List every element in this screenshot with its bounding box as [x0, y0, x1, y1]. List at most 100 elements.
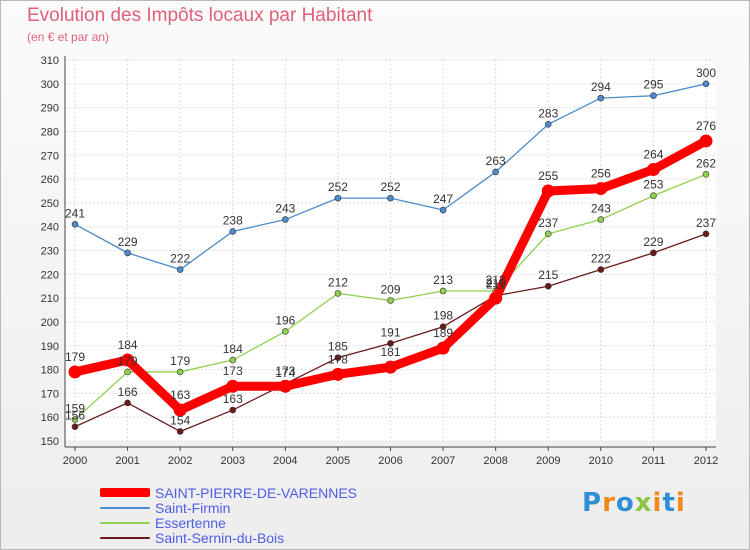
axis-layer: 150 160 170 180 190 200 210 220 230 240 250 260 270 2… [41, 55, 719, 467]
data-point [544, 282, 552, 290]
data-point [439, 323, 447, 331]
data-label: 178 [328, 352, 348, 366]
data-label: 255 [538, 169, 558, 183]
data-label: 209 [380, 283, 400, 297]
logo-letter: o [615, 488, 635, 518]
data-label: 253 [643, 178, 663, 192]
logo-letter: t [662, 488, 676, 518]
data-label: 174 [275, 366, 295, 380]
chart-subtitle: (en € et par an) [27, 30, 110, 44]
y-tick-label: 190 [41, 341, 59, 353]
legend-swatch-red [100, 488, 150, 497]
data-label: 243 [591, 202, 611, 216]
data-point [282, 216, 289, 223]
y-tick-label: 240 [41, 222, 59, 234]
data-point [226, 379, 240, 393]
data-point [702, 171, 710, 178]
data-label: 252 [328, 180, 348, 194]
data-point [387, 194, 394, 202]
x-tick-label: 2007 [431, 455, 455, 467]
data-label: 263 [486, 154, 506, 168]
data-label: 211 [486, 278, 505, 292]
logo-letter: i [675, 488, 686, 518]
data-label: 237 [538, 216, 558, 230]
data-label: 276 [696, 119, 716, 133]
data-point [702, 80, 710, 88]
series-layer [68, 80, 713, 435]
x-tick-label: 2005 [326, 455, 350, 467]
data-point [334, 290, 342, 297]
x-tick-label: 2000 [63, 455, 87, 467]
data-label-layer: 241 229 222 238 243 252 252 247 263 283 294 295 300 1… [65, 66, 716, 428]
data-label: 213 [486, 273, 506, 287]
data-label: 191 [380, 325, 400, 339]
data-point [384, 360, 397, 374]
data-point [334, 354, 342, 361]
data-point [173, 403, 187, 417]
data-label: 241 [65, 206, 85, 220]
y-tick-label: 310 [41, 55, 59, 67]
data-point [176, 428, 184, 435]
data-label: 300 [696, 66, 716, 80]
data-label: 243 [275, 202, 295, 216]
proxiti-logo: Proxiti [582, 488, 686, 518]
data-point [229, 406, 237, 414]
x-tick-label: 2010 [589, 455, 613, 467]
data-point [71, 221, 79, 228]
data-point [436, 341, 450, 355]
data-label: 247 [433, 192, 453, 206]
data-label: 238 [223, 213, 243, 227]
data-point [176, 368, 184, 376]
y-tick-label: 200 [41, 317, 59, 329]
data-label: 179 [170, 354, 190, 368]
data-label: 159 [65, 402, 85, 416]
data-label: 212 [328, 275, 348, 289]
data-point [229, 228, 237, 235]
data-label: 222 [170, 252, 190, 266]
data-point [439, 206, 447, 214]
data-label: 262 [696, 156, 716, 170]
legend-swatch-brown [100, 537, 150, 539]
data-label: 181 [380, 345, 400, 359]
data-label: 185 [328, 340, 348, 354]
data-point [544, 230, 552, 238]
data-label: 222 [591, 252, 611, 266]
data-label: 256 [591, 167, 611, 181]
data-label: 163 [223, 392, 243, 406]
y-tick-label: 300 [41, 79, 59, 91]
legend-swatch-green [100, 522, 150, 524]
data-label: 196 [275, 313, 295, 327]
data-label: 184 [118, 338, 138, 352]
chart-title: Evolution des Impôts locaux par Habitant [27, 5, 373, 26]
data-point [334, 194, 342, 202]
data-point [387, 297, 394, 304]
legend-label: SAINT-PIERRE-DE-VARENNES [155, 485, 357, 501]
data-point [331, 367, 345, 381]
data-label: 294 [591, 80, 611, 94]
data-label: 173 [275, 364, 295, 378]
data-label: 252 [380, 180, 400, 194]
y-tick-label: 250 [41, 198, 59, 210]
y-tick-label: 280 [41, 126, 59, 138]
data-label: 173 [223, 364, 243, 378]
data-point [68, 365, 82, 379]
data-point [71, 416, 79, 423]
data-point [229, 356, 237, 364]
data-point [71, 423, 79, 431]
y-tick-label: 270 [41, 150, 59, 162]
x-tick-label: 2009 [536, 455, 560, 467]
y-tick-label: 170 [41, 388, 59, 400]
y-tick-label: 160 [41, 412, 59, 424]
data-point [650, 192, 657, 200]
y-tick-label: 220 [41, 269, 59, 281]
data-label: 229 [118, 235, 138, 249]
legend-label: Saint-Firmin [155, 500, 231, 516]
data-label: 210 [486, 276, 506, 290]
x-tick-label: 2003 [221, 455, 245, 467]
data-label: 184 [223, 342, 243, 356]
data-point [387, 340, 394, 347]
x-tick-label: 2006 [378, 455, 402, 467]
data-point [278, 379, 292, 393]
y-tick-label: 230 [41, 246, 59, 258]
data-label: 156 [65, 409, 85, 423]
